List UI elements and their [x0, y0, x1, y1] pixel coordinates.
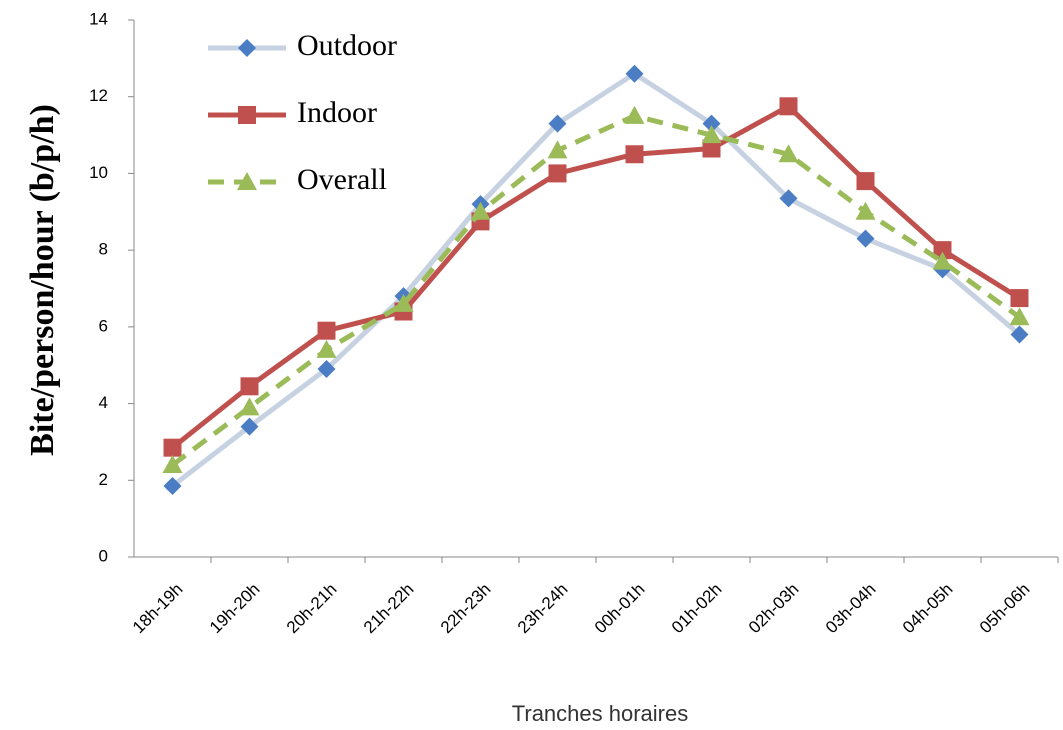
x-tick-label: 22h-23h	[437, 580, 495, 638]
x-axis-label: Tranches horaires	[512, 701, 688, 726]
series	[163, 64, 1029, 496]
x-tick-label: 01h-02h	[668, 580, 726, 638]
legend-label: Indoor	[297, 96, 377, 129]
y-tick-label: 14	[89, 9, 108, 28]
y-tick-label: 4	[99, 393, 108, 412]
legend-marker	[238, 39, 256, 57]
y-tick-label: 0	[99, 546, 108, 565]
x-tick-label: 23h-24h	[514, 580, 572, 638]
y-axis-label: Bite/person/hour (b/p/h)	[24, 104, 61, 456]
marker	[240, 377, 259, 396]
marker	[548, 114, 567, 133]
x-tick-label: 02h-03h	[745, 580, 803, 638]
legend-marker	[238, 106, 256, 124]
marker	[317, 321, 336, 340]
marker	[548, 164, 567, 183]
marker	[625, 64, 644, 83]
marker	[163, 438, 182, 457]
marker	[240, 417, 259, 436]
marker	[1010, 325, 1029, 344]
marker	[702, 139, 721, 158]
marker	[625, 145, 644, 164]
x-tick-label: 21h-22h	[360, 580, 418, 638]
marker	[778, 144, 799, 163]
x-tick-label: 18h-19h	[129, 580, 187, 638]
marker	[162, 454, 183, 473]
legend-marker	[237, 172, 257, 190]
marker	[1010, 289, 1029, 308]
y-tick-label: 6	[99, 316, 108, 335]
marker	[393, 293, 414, 312]
series	[162, 105, 1030, 473]
y-tick-label: 12	[89, 86, 108, 105]
x-tick-label: 05h-06h	[976, 580, 1034, 638]
series	[163, 97, 1029, 457]
marker	[856, 172, 875, 191]
marker	[547, 140, 568, 159]
marker	[1009, 307, 1030, 326]
marker	[701, 125, 722, 144]
marker	[316, 339, 337, 358]
x-tick-label: 00h-01h	[591, 580, 649, 638]
marker	[856, 229, 875, 248]
marker	[779, 189, 798, 208]
marker	[317, 360, 336, 379]
marker	[933, 241, 952, 260]
x-tick-label: 04h-05h	[899, 580, 957, 638]
marker	[239, 397, 260, 416]
marker	[702, 114, 721, 133]
legend-label: Overall	[297, 163, 387, 196]
x-tick-label: 20h-21h	[283, 580, 341, 638]
x-tick-label: 19h-20h	[206, 580, 264, 638]
marker	[470, 201, 491, 220]
series-line	[170, 70, 1022, 489]
legend-label: Outdoor	[297, 29, 397, 62]
y-tick-label: 2	[99, 470, 108, 489]
marker	[779, 97, 798, 116]
y-tick-label: 10	[89, 163, 108, 182]
y-tick-label: 8	[99, 240, 108, 259]
marker	[855, 201, 876, 220]
x-tick-label: 03h-04h	[822, 580, 880, 638]
marker	[163, 477, 182, 496]
marker	[624, 105, 645, 124]
series-line	[170, 103, 1021, 450]
marker	[932, 251, 953, 270]
